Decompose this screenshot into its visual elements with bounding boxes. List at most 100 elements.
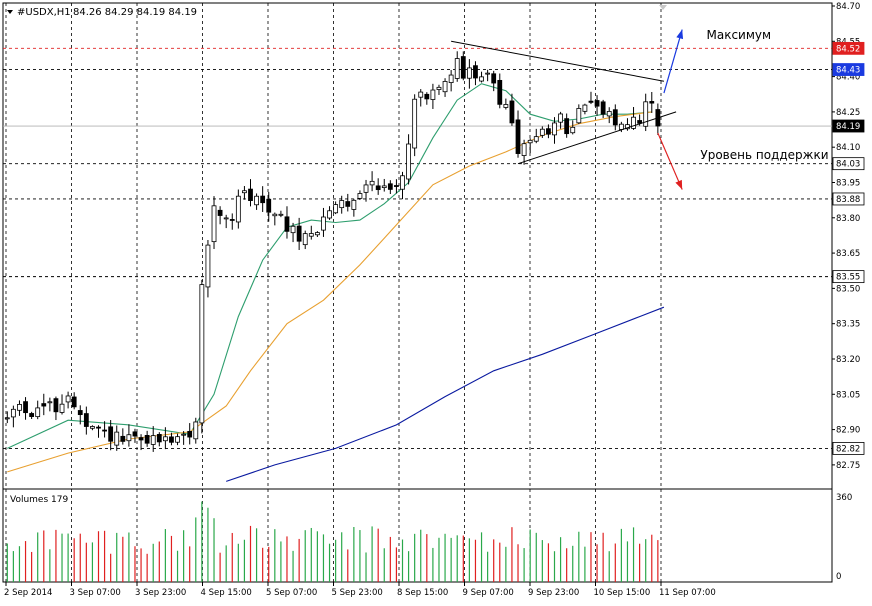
candle-body (187, 430, 193, 438)
candle-body (150, 435, 156, 445)
candle-body (242, 190, 247, 194)
candle-body (436, 86, 442, 90)
price-tick-label: 83.95 (836, 178, 860, 188)
candle-body (83, 413, 89, 427)
candle-body (296, 225, 302, 242)
time-tick-label: 9 Sep 07:00 (463, 588, 514, 598)
time-tick-label: 8 Sep 15:00 (397, 588, 448, 598)
candle-body (558, 113, 563, 123)
price-tick-label: 84.40 (836, 73, 860, 83)
candle-body (381, 185, 387, 189)
candle-body (132, 431, 138, 437)
grid-layer (5, 3, 662, 582)
candle-body (588, 100, 594, 103)
price-tick-label: 83.65 (836, 249, 860, 259)
candle-body (327, 210, 332, 219)
price-marker-label: 84.52 (836, 44, 860, 54)
candle-body (254, 195, 259, 206)
time-tick-label: 3 Sep 07:00 (70, 588, 121, 598)
price-marker-box (832, 157, 865, 171)
price-tick-label: 83.05 (836, 390, 860, 400)
candle-body (643, 101, 649, 127)
candle-body (193, 421, 199, 440)
price-marker-label: 84.19 (836, 122, 860, 132)
price-marker-label: 83.55 (836, 273, 860, 283)
candle-body (564, 118, 570, 135)
candle-body (96, 426, 101, 429)
candle-body (631, 116, 636, 129)
candle-body (77, 410, 83, 416)
candle-body (266, 198, 272, 213)
price-marker-label: 83.88 (836, 195, 860, 205)
candle-body (412, 98, 418, 149)
candle-body (406, 143, 411, 180)
candle-body (47, 401, 53, 404)
time-tick-label: 3 Sep 23:00 (135, 588, 186, 598)
candle-body (229, 219, 235, 221)
chart-annotation: Максимум (707, 28, 772, 42)
candle-body (357, 193, 363, 199)
volume-pane-border (2, 488, 833, 583)
candle-body (120, 435, 126, 442)
time-tick-label: 5 Sep 23:00 (332, 588, 383, 598)
price-tick-label: 83.20 (836, 355, 860, 365)
shift-marker-icon[interactable] (659, 5, 667, 10)
candle-body (618, 123, 624, 130)
candle-body (308, 233, 314, 237)
candle-body (546, 128, 551, 135)
trendline-layer (451, 40, 677, 165)
price-marker-box (832, 119, 865, 133)
symbol-dropdown-icon[interactable] (7, 10, 13, 14)
time-tick-label: 4 Sep 15:00 (201, 588, 252, 598)
candle-body (205, 244, 211, 288)
candle-body (466, 67, 472, 79)
candle-body (485, 72, 491, 75)
triangle-trendline (517, 111, 677, 165)
candle-body (4, 417, 10, 420)
price-marker-label: 84.43 (836, 66, 860, 76)
candle-body (351, 199, 357, 210)
candle-body (35, 407, 41, 418)
time-tick-label: 11 Sep 07:00 (659, 588, 716, 598)
candle-body (290, 225, 296, 234)
annotation-layer: Максимум Уровень поддержки (700, 28, 828, 162)
candle-body (521, 143, 527, 156)
candle-body (424, 93, 430, 100)
candle-body (533, 136, 539, 142)
volume-label: Volumes 179 (10, 495, 68, 505)
price-marker-box (832, 41, 865, 55)
axis-layer: 84.7084.5584.4084.2584.1083.9583.8083.65… (4, 2, 865, 598)
candle-body (284, 216, 290, 232)
price-marker-box (832, 442, 865, 455)
price-tick-label: 83.50 (836, 284, 860, 294)
candle-body (442, 81, 448, 93)
candle-body (217, 209, 223, 216)
price-tick-label: 84.70 (836, 2, 860, 12)
candle-body (235, 195, 241, 223)
time-tick-label: 5 Sep 07:00 (266, 588, 317, 598)
candle-body (527, 139, 533, 144)
candle-body (345, 201, 351, 207)
candle-body (156, 434, 162, 443)
candle-body (637, 120, 643, 124)
candle-body (552, 122, 557, 136)
candle-body (138, 437, 144, 441)
candle-body (387, 183, 393, 190)
triangle-trendline (451, 40, 665, 82)
candle-body (175, 436, 180, 443)
arrow-layer (657, 29, 684, 190)
candle-body (102, 429, 107, 432)
candle-body (314, 232, 320, 236)
price-tick-label: 84.25 (836, 108, 860, 118)
candle-body (90, 426, 95, 429)
candle-body (10, 408, 16, 418)
candle-body (260, 195, 266, 204)
candle-body (126, 434, 132, 442)
candle-body (418, 91, 424, 98)
candle-body (430, 89, 436, 100)
time-tick-label: 2 Sep 2014 (4, 588, 52, 598)
levels-layer (3, 47, 832, 449)
candle-body (363, 184, 369, 193)
